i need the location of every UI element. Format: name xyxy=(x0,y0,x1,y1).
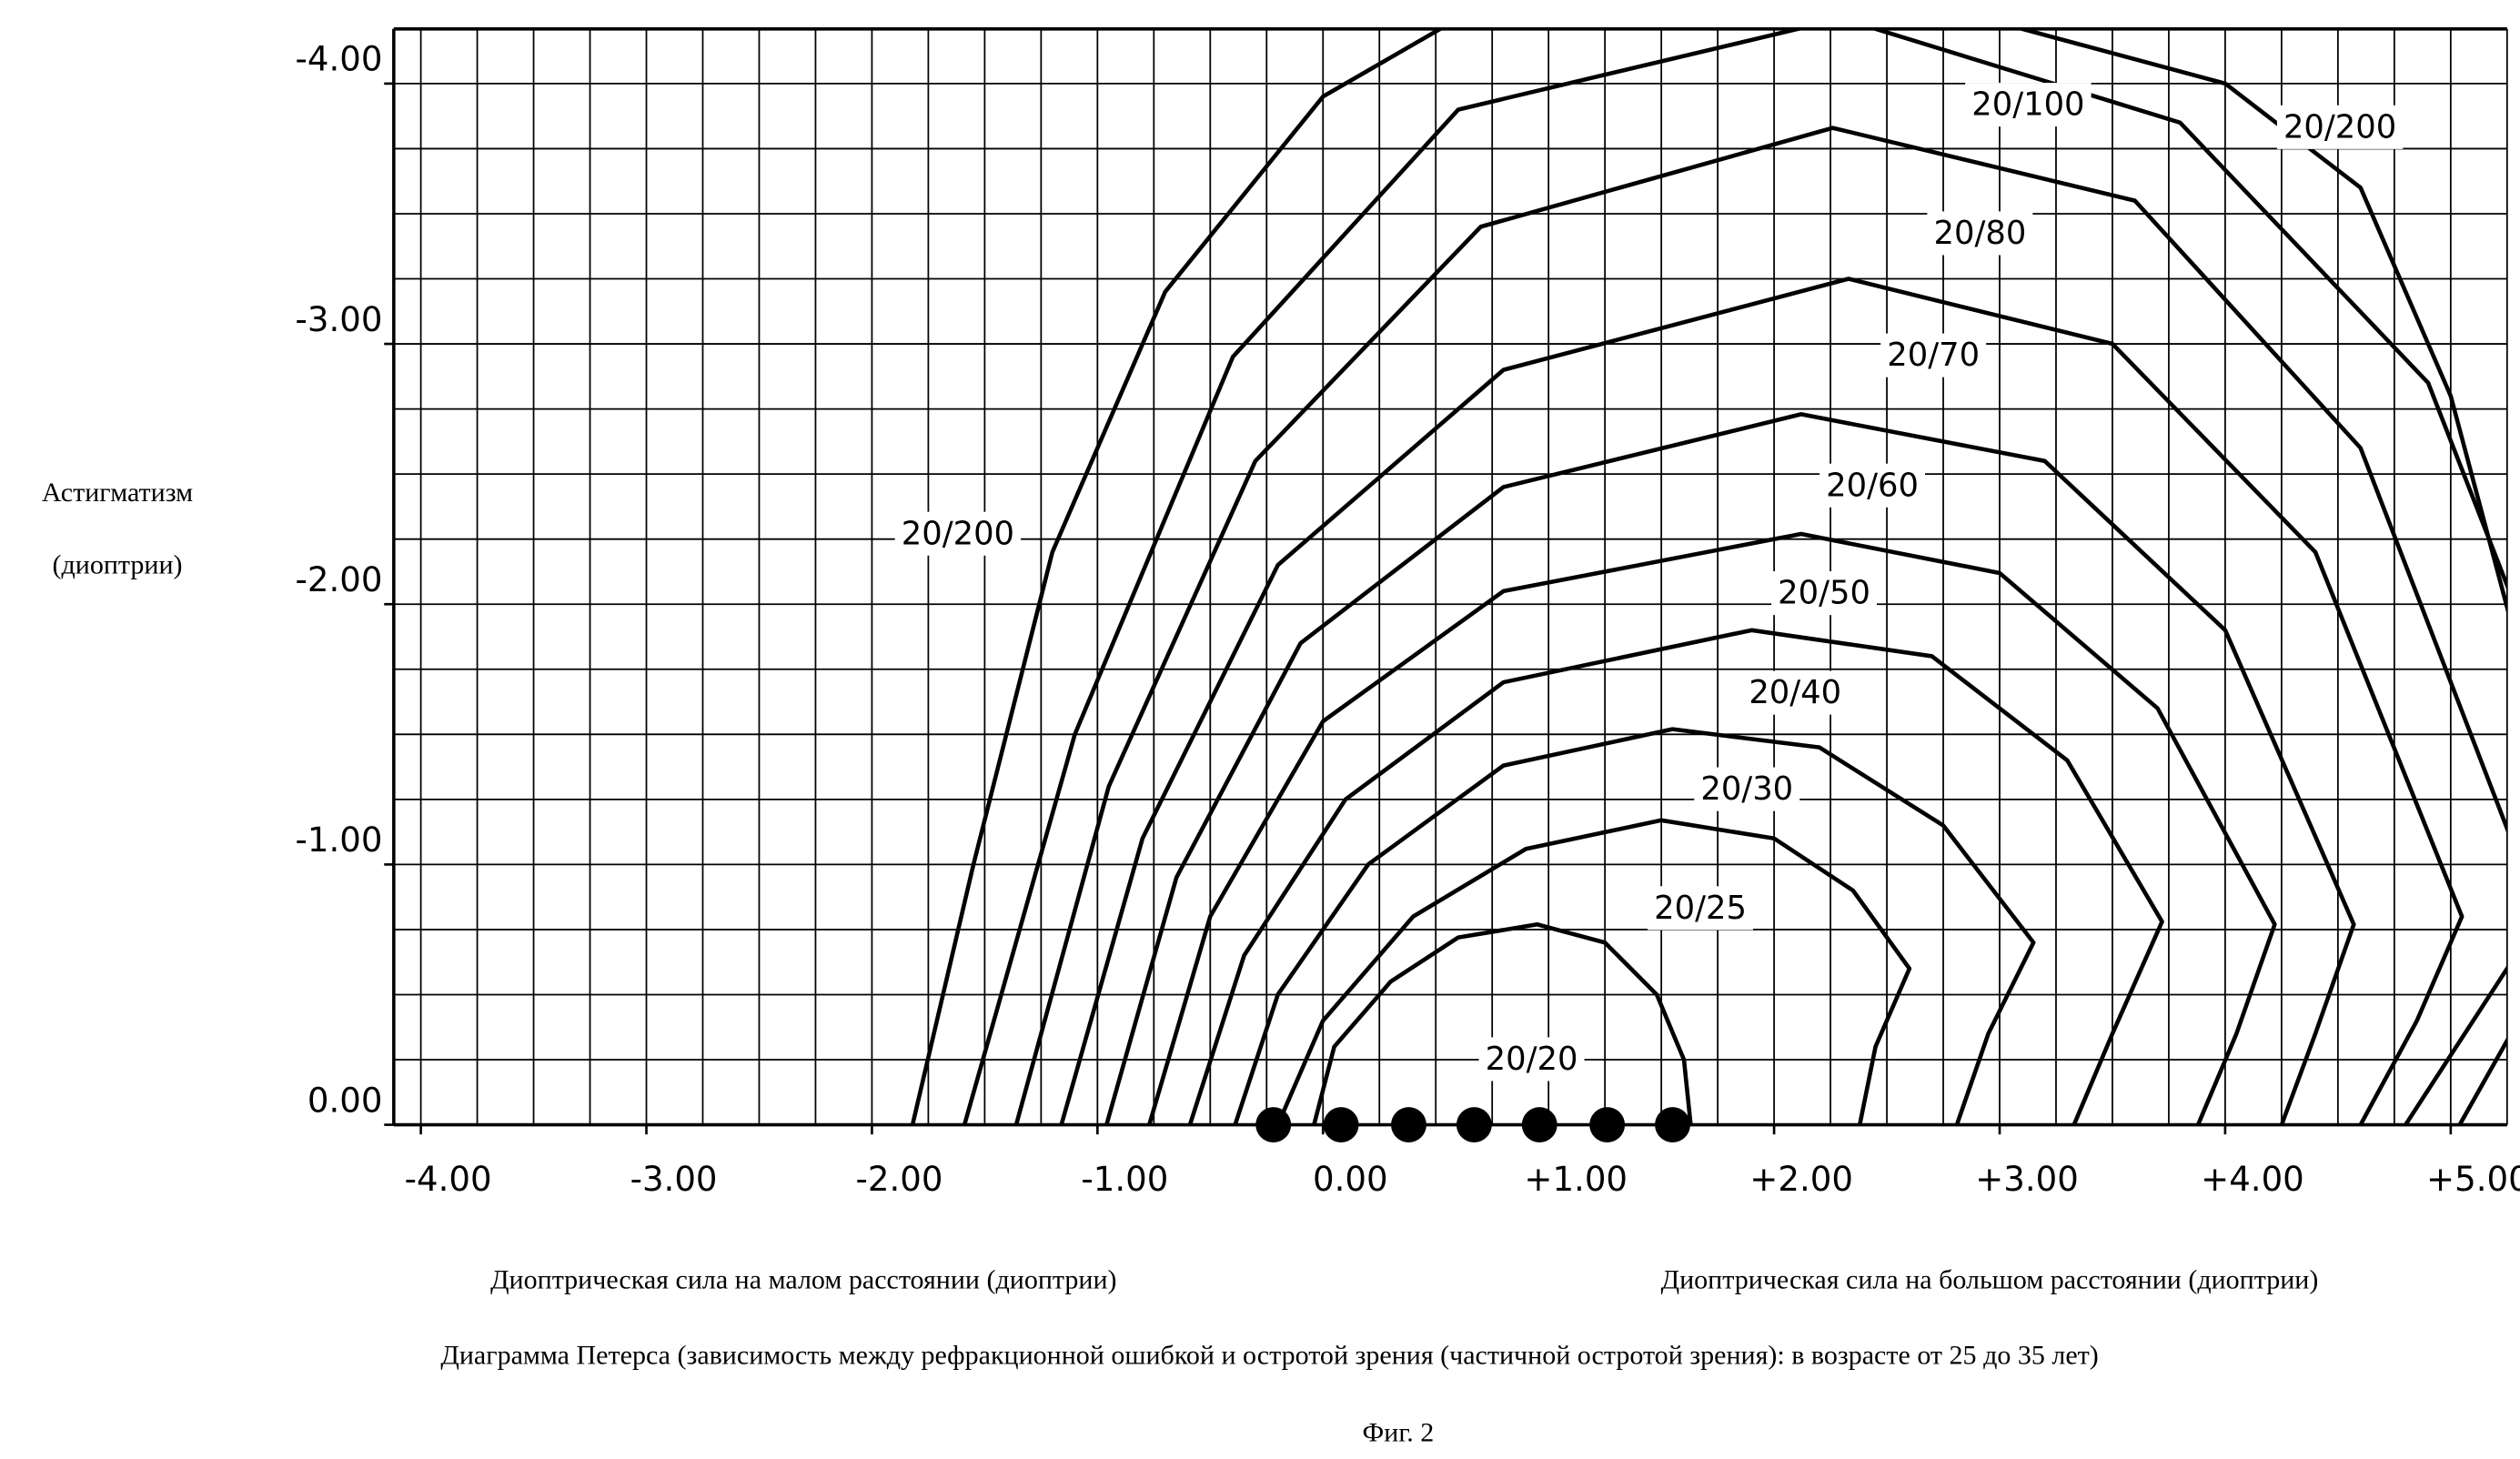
contour-line xyxy=(1013,126,2507,1125)
contour-label-bg xyxy=(1648,886,1753,931)
x-tick-label: -2.00 xyxy=(855,1160,942,1199)
data-point xyxy=(1255,1107,1292,1142)
contour-label: 20/70 xyxy=(1887,337,1980,374)
contour-line xyxy=(1187,628,2164,1125)
x-axis-label: Диоптрическая сила на большом расстоянии… xyxy=(1661,1265,2319,1295)
contour-label: 20/50 xyxy=(1778,575,1870,612)
contour-label: 20/200 xyxy=(902,515,1014,552)
data-point xyxy=(1589,1107,1626,1142)
contour-line xyxy=(1104,412,2356,1125)
data-point xyxy=(1456,1107,1492,1142)
x-tick-label: +2.00 xyxy=(1749,1160,1853,1199)
x-tick-label: 0.00 xyxy=(1313,1160,1388,1199)
x-axis-label: Диоптрическая сила на малом расстоянии (… xyxy=(490,1265,1116,1295)
y-axis-label: (диоптрии) xyxy=(52,549,182,579)
contour-label: 20/30 xyxy=(1700,770,1793,808)
caption: Диаграмма Петерса (зависимость между реф… xyxy=(440,1341,2098,1371)
contour-line xyxy=(1059,277,2465,1125)
x-tick-label: +4.00 xyxy=(2201,1160,2304,1199)
contour-label: 20/100 xyxy=(1971,86,2084,124)
contour-label-bg xyxy=(1880,333,1987,377)
contour-label-bg xyxy=(894,511,1022,556)
x-tick-label: +1.00 xyxy=(1524,1160,1628,1199)
y-tick-label: -3.00 xyxy=(296,300,383,339)
x-tick-label: +5.00 xyxy=(2426,1160,2520,1199)
contour-label-bg xyxy=(1771,571,1878,616)
contour-label: 20/60 xyxy=(1826,467,1919,504)
contour-label: 20/200 xyxy=(2283,108,2396,146)
data-point xyxy=(1521,1107,1557,1142)
y-axis-label: Астигматизм xyxy=(42,478,193,508)
y-tick-label: -4.00 xyxy=(296,40,383,79)
contour-line xyxy=(1275,818,1912,1125)
data-point xyxy=(1655,1107,1690,1142)
y-tick-label: -1.00 xyxy=(296,820,383,860)
contour-label: 20/20 xyxy=(1486,1041,1578,1078)
data-point xyxy=(1323,1107,1359,1142)
x-tick-label: -3.00 xyxy=(630,1160,718,1199)
contour-line xyxy=(910,28,2507,1125)
contour-label-bg xyxy=(1965,83,2092,127)
data-point xyxy=(1391,1107,1426,1142)
figure-label: Фиг. 2 xyxy=(1363,1417,1435,1447)
contour-label-bg xyxy=(1478,1037,1585,1082)
overlay: -4.00 -3.00 -2.00 -1.00 0.00 +1.00 +2.00 +3.00 +… xyxy=(296,40,2520,1199)
contour-label: 20/80 xyxy=(1933,215,2026,252)
x-tick-label: -1.00 xyxy=(1081,1160,1168,1199)
grid xyxy=(384,27,2508,1135)
contour-label: 20/40 xyxy=(1749,674,1841,711)
contour-line xyxy=(1147,531,2277,1125)
contour-line xyxy=(1233,727,2036,1125)
contour-label: 20/25 xyxy=(1654,890,1747,927)
contour-label-bg xyxy=(1694,767,1800,811)
contour-line xyxy=(962,28,2507,1125)
x-tick-label: -4.00 xyxy=(405,1160,492,1199)
contour-label-bg xyxy=(2276,105,2404,149)
y-tick-label: -2.00 xyxy=(296,560,383,599)
curves xyxy=(910,28,2507,1125)
contour-label-bg xyxy=(1819,463,1926,508)
y-tick-label: 0.00 xyxy=(307,1081,383,1120)
contour-label-bg xyxy=(1927,211,2033,256)
x-tick-label: +3.00 xyxy=(1975,1160,2079,1199)
contour-line xyxy=(1312,921,1693,1125)
contour-label-bg xyxy=(1742,670,1849,715)
